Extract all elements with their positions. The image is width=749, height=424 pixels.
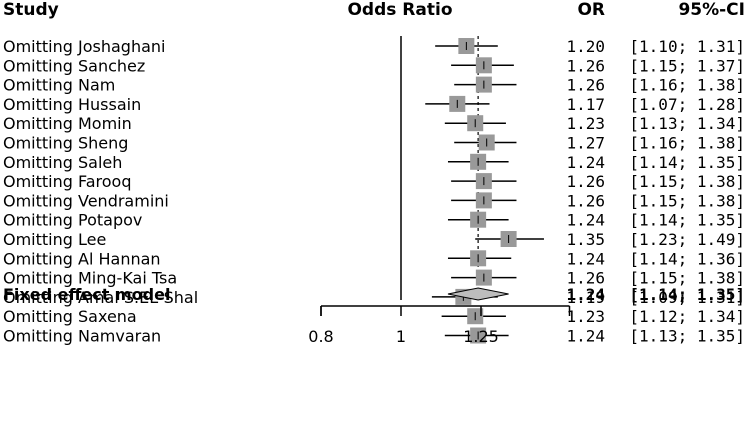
or-value: 1.35 (566, 230, 605, 249)
or-value: 1.23 (566, 114, 605, 133)
or-value: 1.26 (566, 269, 605, 288)
ci-value: [1.15; 1.38] (629, 191, 745, 210)
study-row: Omitting Amal S.EL-Shal 1.19 [1.09; 1.31] (3, 288, 745, 307)
study-row: Omitting Al Hannan 1.24 [1.14; 1.36] (3, 249, 745, 268)
or-value: 1.24 (566, 327, 605, 346)
study-label: Omitting Momin (3, 114, 132, 133)
study-label: Omitting Sanchez (3, 56, 145, 75)
summary-diamond (447, 287, 509, 301)
study-row: Omitting Saxena 1.23 [1.12; 1.34] (3, 307, 745, 326)
ci-value: [1.07; 1.28] (629, 95, 745, 114)
ci-value: [1.15; 1.38] (629, 172, 745, 191)
or-value: 1.23 (566, 307, 605, 326)
study-row: Omitting Namvaran 1.24 [1.13; 1.35] (3, 327, 745, 346)
summary-row: Fixed effect model 1.24 [1.14; 1.35] (3, 285, 745, 304)
or-value: 1.24 (566, 211, 605, 230)
study-label: Omitting Al Hannan (3, 249, 161, 268)
study-label: Omitting Ming-Kai Tsa (3, 269, 177, 288)
or-value: 1.17 (566, 95, 605, 114)
study-row: Omitting Sheng 1.27 [1.16; 1.38] (3, 134, 745, 153)
or-value: 1.26 (566, 76, 605, 95)
study-row: Omitting Farooq 1.26 [1.15; 1.38] (3, 172, 745, 191)
ci-value: [1.23; 1.49] (629, 230, 745, 249)
study-row: Omitting Sanchez 1.26 [1.15; 1.37] (3, 56, 745, 75)
study-rows: Omitting Joshaghani 1.20 [1.10; 1.31]Omitt… (3, 36, 745, 346)
or-value: 1.26 (566, 172, 605, 191)
study-row: Omitting Joshaghani 1.20 [1.10; 1.31] (3, 37, 745, 56)
x-tick-label: 1 (396, 327, 406, 346)
or-value: 1.26 (566, 56, 605, 75)
ci-value: [1.14; 1.35] (629, 211, 745, 230)
study-label: Omitting Farooq (3, 172, 132, 191)
study-label: Omitting Joshaghani (3, 37, 165, 56)
or-value: 1.20 (566, 37, 605, 56)
study-label: Omitting Amal S.EL-Shal (3, 288, 198, 307)
header-study: Study (3, 0, 59, 20)
study-label: Omitting Potapov (3, 211, 142, 230)
study-label: Omitting Hussain (3, 95, 141, 114)
x-axis: 0.8 1 1.25 (308, 305, 571, 346)
study-row: Omitting Potapov 1.24 [1.14; 1.35] (3, 211, 745, 230)
ci-value: [1.13; 1.35] (629, 327, 745, 346)
study-row: Omitting Vendramini 1.26 [1.15; 1.38] (3, 191, 745, 210)
ci-value: [1.10; 1.31] (629, 37, 745, 56)
x-tick-label: 1.25 (463, 327, 499, 346)
ci-value: [1.13; 1.34] (629, 114, 745, 133)
study-row: Omitting Lee 1.35 [1.23; 1.49] (3, 230, 745, 249)
ci-value: [1.14; 1.36] (629, 249, 745, 268)
summary-ci-value: [1.14; 1.35] (629, 285, 745, 304)
ci-value: [1.16; 1.38] (629, 76, 745, 95)
study-label: Omitting Vendramini (3, 191, 169, 210)
study-label: Omitting Saxena (3, 307, 137, 326)
or-value: 1.19 (566, 288, 605, 307)
or-value: 1.27 (566, 134, 605, 153)
study-row: Omitting Saleh 1.24 [1.14; 1.35] (3, 153, 745, 172)
x-tick-label: 0.8 (308, 327, 333, 346)
summary-label: Fixed effect model (3, 285, 170, 304)
study-label: Omitting Lee (3, 230, 106, 249)
or-value: 1.24 (566, 249, 605, 268)
ci-value: [1.15; 1.37] (629, 56, 745, 75)
study-row: Omitting Hussain 1.17 [1.07; 1.28] (3, 95, 745, 114)
or-value: 1.24 (566, 153, 605, 172)
or-value: 1.26 (566, 191, 605, 210)
study-label: Omitting Saleh (3, 153, 122, 172)
study-row: Omitting Momin 1.23 [1.13; 1.34] (3, 114, 745, 133)
header-or: OR (577, 0, 605, 20)
study-label: Omitting Sheng (3, 134, 128, 153)
ci-value: [1.15; 1.38] (629, 269, 745, 288)
study-label: Omitting Nam (3, 76, 115, 95)
header-ci: 95%-CI (678, 0, 745, 20)
header-odds-ratio: Odds Ratio (347, 0, 452, 20)
ci-value: [1.16; 1.38] (629, 134, 745, 153)
study-row: Omitting Ming-Kai Tsa 1.26 [1.15; 1.38] (3, 269, 745, 288)
ci-value: [1.09; 1.31] (629, 288, 745, 307)
study-row: Omitting Nam 1.26 [1.16; 1.38] (3, 76, 745, 95)
study-label: Omitting Namvaran (3, 327, 161, 346)
ci-value: [1.14; 1.35] (629, 153, 745, 172)
ci-value: [1.12; 1.34] (629, 307, 745, 326)
summary-or-value: 1.24 (566, 285, 605, 304)
